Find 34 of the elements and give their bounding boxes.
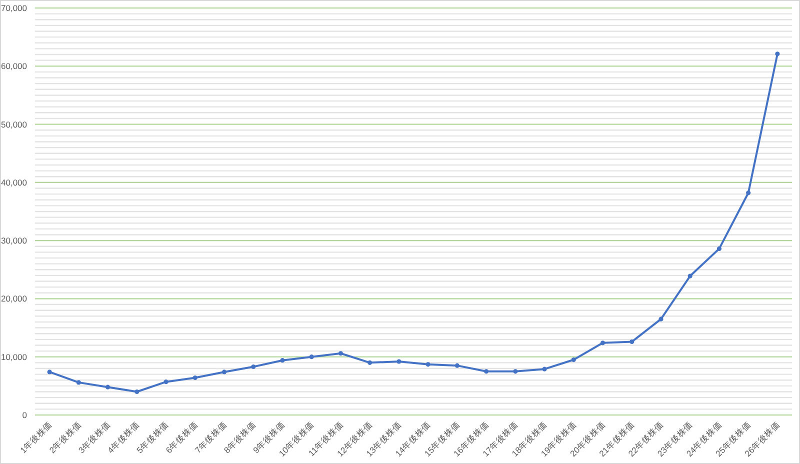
point [76,380,81,385]
y-tick-label: 70,000 [1,3,28,13]
point [658,316,664,322]
point [368,360,372,365]
point [338,351,344,356]
point [396,359,402,364]
point [251,364,256,370]
point [542,366,547,372]
point [309,354,314,360]
y-tick-label: 20,000 [1,294,28,304]
y-tick-label: 50,000 [1,119,28,130]
point [746,190,751,196]
point [571,357,576,362]
point [484,369,489,374]
point [454,363,460,368]
point [47,370,52,374]
point [280,358,285,363]
point [600,340,606,346]
point [688,274,692,278]
y-tick-label: 40,000 [1,177,28,188]
point [426,362,430,367]
y-tick-label: 0 [22,410,28,420]
point [105,384,110,390]
y-tick-label: 10,000 [1,352,28,362]
point [164,380,168,384]
point [192,375,198,380]
point [716,246,722,252]
point [222,370,227,374]
y-tick-label: 30,000 [1,236,28,246]
y-tick-label: 60,000 [1,61,28,72]
point [134,389,140,394]
point [513,369,518,374]
point [775,52,780,56]
point [630,339,634,344]
